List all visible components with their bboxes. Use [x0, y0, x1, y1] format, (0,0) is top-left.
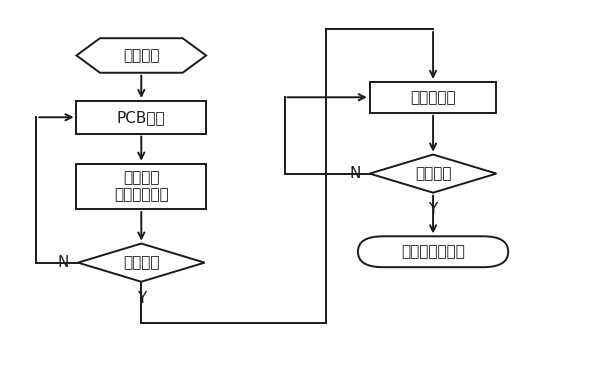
Text: 仿真分析: 仿真分析	[415, 166, 452, 181]
Bar	[77, 163, 206, 209]
Polygon shape	[369, 155, 496, 193]
Text: 仿真分析: 仿真分析	[123, 255, 159, 270]
Text: 参数提取
等效电路建立: 参数提取 等效电路建立	[114, 170, 168, 203]
Polygon shape	[78, 244, 205, 282]
Text: Y: Y	[137, 291, 146, 306]
Text: N: N	[58, 255, 69, 270]
Text: 制作样机、生产: 制作样机、生产	[401, 244, 465, 259]
FancyBboxPatch shape	[358, 236, 508, 267]
Text: N: N	[349, 166, 361, 181]
Text: PCB设计: PCB设计	[117, 110, 165, 125]
Bar	[369, 82, 496, 113]
Text: 电源设计: 电源设计	[123, 48, 159, 63]
Text: 滤波器设计: 滤波器设计	[411, 90, 456, 105]
Bar	[77, 101, 206, 134]
Polygon shape	[77, 38, 206, 73]
Text: Y: Y	[428, 202, 438, 217]
